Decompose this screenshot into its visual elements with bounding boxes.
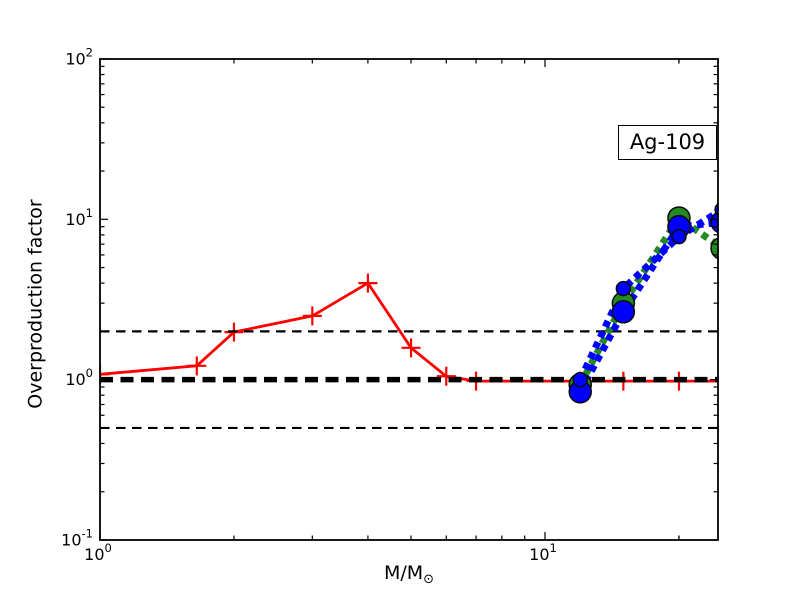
series-3-circle-marker bbox=[671, 228, 687, 245]
series-red-plus-marker bbox=[302, 306, 322, 326]
x-tick-label-10e1: 101 bbox=[529, 541, 557, 564]
series-2-line bbox=[577, 219, 718, 394]
y-axis-title: Overproduction factor bbox=[24, 199, 47, 409]
x-axis-title: M/M⊙ bbox=[309, 562, 509, 587]
y-tick-label-10e-1: 10-1 bbox=[61, 527, 93, 550]
series-red-plus-marker bbox=[187, 356, 207, 376]
ticks bbox=[99, 58, 718, 541]
y-tick-label-10e0: 100 bbox=[65, 366, 93, 389]
y-tick-label-10e1: 101 bbox=[65, 206, 93, 229]
series-1-circle-marker bbox=[710, 237, 718, 260]
series-3-line bbox=[577, 208, 718, 382]
isotope-label: Ag-109 bbox=[629, 130, 706, 154]
series-2-circle-marker bbox=[710, 211, 718, 234]
data-layer bbox=[100, 203, 718, 430]
series-1-line bbox=[577, 213, 718, 387]
axes-frame bbox=[99, 58, 719, 541]
series-red-plus-marker bbox=[100, 364, 110, 384]
series-3-circle-marker bbox=[615, 280, 632, 297]
series-2-circle-marker bbox=[611, 300, 636, 324]
sun-symbol: ⊙ bbox=[423, 572, 435, 587]
x-axis-title-main: M/M bbox=[383, 562, 424, 584]
y-tick-label-10e2: 102 bbox=[65, 46, 93, 69]
series-red-plus-marker bbox=[436, 366, 456, 386]
isotope-label-box: Ag-109 bbox=[618, 125, 717, 160]
series-red-plus-marker bbox=[401, 338, 421, 358]
series-3-markers bbox=[572, 203, 718, 388]
series-3-circle-marker bbox=[572, 371, 588, 388]
series-red-plus-marker bbox=[358, 273, 378, 293]
x-tick-label-10e0: 100 bbox=[84, 541, 112, 564]
series-2-markers bbox=[568, 211, 718, 404]
